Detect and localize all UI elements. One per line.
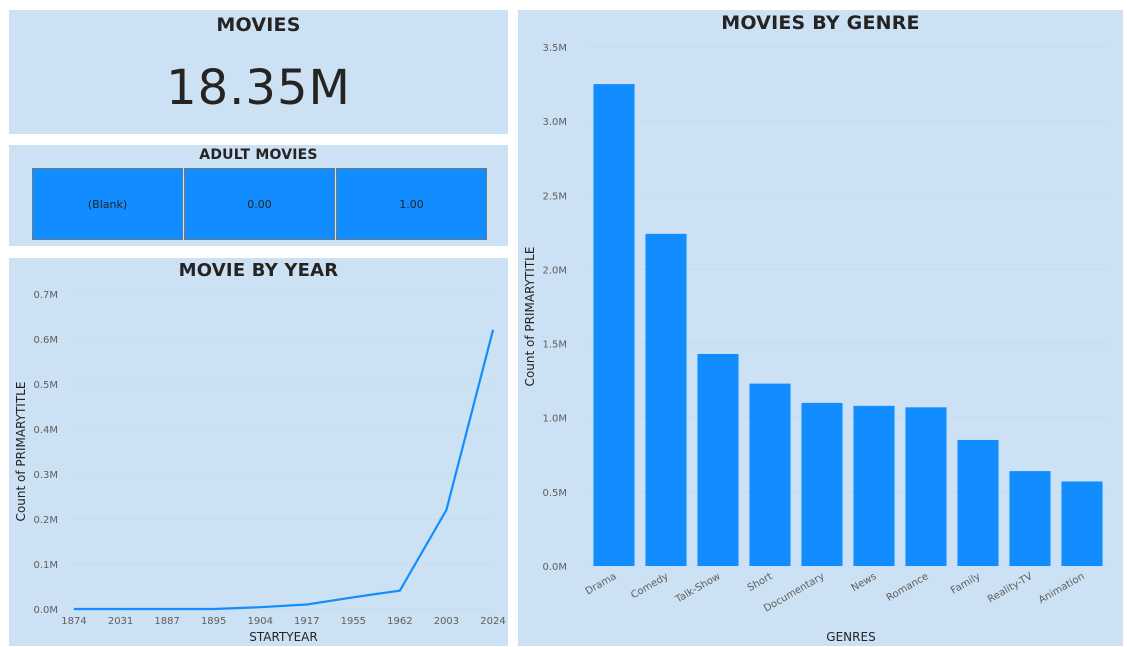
data-point	[306, 604, 308, 605]
bar	[1061, 481, 1103, 566]
adult-movies-card: ADULT MOVIES (Blank) 0.00 1.00	[9, 145, 508, 246]
data-point	[352, 596, 354, 598]
movies-by-genre-card: MOVIES BY GENRE 0.0M 0.5M 1.0M 1.5M 2.0M 2.5M…	[518, 10, 1123, 646]
x-tick-label: 1887	[154, 616, 179, 627]
x-tick-label: Comedy	[629, 571, 670, 601]
movie-by-year-chart: 0.0M 0.1M 0.2M 0.3M 0.4M 0.5M 0.6M 0.7M 1874 2031…	[14, 290, 506, 644]
bar	[957, 439, 999, 566]
x-tick-label: 1917	[294, 616, 319, 627]
adult-cell-blank[interactable]: (Blank)	[32, 168, 183, 240]
y-tick-label: 2.5M	[542, 191, 567, 202]
x-tick-label: 2003	[434, 616, 459, 627]
y-tick-label: 0.7M	[33, 290, 58, 301]
bar	[801, 402, 843, 566]
y-tick-label: 0.4M	[33, 425, 58, 436]
movie-by-year-card: MOVIE BY YEAR 0.0M 0.1M 0.2M 0.3M 0.4M 0.5M 0.…	[9, 258, 508, 646]
bar	[905, 407, 947, 566]
data-point	[213, 608, 215, 610]
x-tick-label: Romance	[885, 571, 931, 604]
data-point	[120, 608, 122, 610]
adult-cell-one[interactable]: 1.00	[336, 168, 487, 240]
x-tick-label: 1904	[247, 616, 272, 627]
x-tick-label: News	[850, 571, 879, 594]
bar	[1009, 471, 1051, 566]
adult-movies-cards: (Blank) 0.00 1.00	[32, 168, 488, 240]
y-tick-label: 1.0M	[542, 414, 567, 425]
y-tick-label: 0.2M	[33, 515, 58, 526]
x-tick-label: Animation	[1037, 571, 1087, 606]
x-tick-label: 2024	[480, 616, 505, 627]
x-tick-label: 1955	[341, 616, 366, 627]
y-tick-label: 1.5M	[542, 340, 567, 351]
y-tick-label: 2.0M	[542, 265, 567, 276]
bar	[749, 383, 791, 566]
data-point	[445, 509, 447, 511]
y-tick-label: 0.5M	[33, 380, 58, 391]
x-tick-label: Reality-TV	[986, 571, 1035, 605]
y-tick-label: 0.3M	[33, 470, 58, 481]
y-tick-label: 0.0M	[33, 605, 58, 616]
movies-by-genre-chart: 0.0M 0.5M 1.0M 1.5M 2.0M 2.5M 3.0M 3.5M Drama Com…	[523, 43, 1108, 644]
bar	[853, 405, 895, 566]
movies-by-genre-title: MOVIES BY GENRE	[721, 12, 920, 34]
data-point	[73, 608, 75, 610]
x-tick-label: Talk-Show	[673, 571, 722, 606]
x-tick-label: Short	[746, 571, 775, 594]
x-tick-label: 1895	[201, 616, 226, 627]
x-tick-label: Drama	[584, 571, 619, 597]
y-tick-label: 0.1M	[33, 560, 58, 571]
data-point	[492, 329, 494, 331]
y-tick-label: 3.0M	[542, 117, 567, 128]
y-tick-label: 0.5M	[542, 488, 567, 499]
y-axis-title: Count of PRIMARYTITLE	[523, 247, 537, 387]
movies-card-title: MOVIES	[216, 14, 301, 36]
bar	[593, 84, 635, 567]
adult-movies-title: ADULT MOVIES	[199, 147, 318, 163]
bar	[697, 353, 739, 566]
x-tick-label: 2031	[108, 616, 133, 627]
y-tick-label: 0.6M	[33, 335, 58, 346]
movie-by-year-title: MOVIE BY YEAR	[178, 260, 339, 281]
bar	[645, 233, 687, 566]
movies-card: MOVIES 18.35M	[9, 10, 508, 134]
x-tick-label: Family	[949, 571, 982, 597]
adult-cell-zero[interactable]: 0.00	[184, 168, 335, 240]
y-tick-label: 3.5M	[542, 43, 567, 54]
data-point	[259, 606, 261, 608]
data-point	[399, 590, 401, 592]
movies-kpi-value: 18.35M	[166, 60, 351, 116]
x-axis-title: GENRES	[826, 630, 875, 644]
y-tick-label: 0.0M	[542, 562, 567, 573]
data-point	[166, 608, 168, 610]
x-tick-label: 1962	[387, 616, 412, 627]
series-line	[74, 329, 495, 611]
x-tick-label: 1874	[61, 616, 86, 627]
x-axis-title: STARTYEAR	[249, 630, 317, 644]
y-axis-title: Count of PRIMARYTITLE	[14, 382, 28, 522]
